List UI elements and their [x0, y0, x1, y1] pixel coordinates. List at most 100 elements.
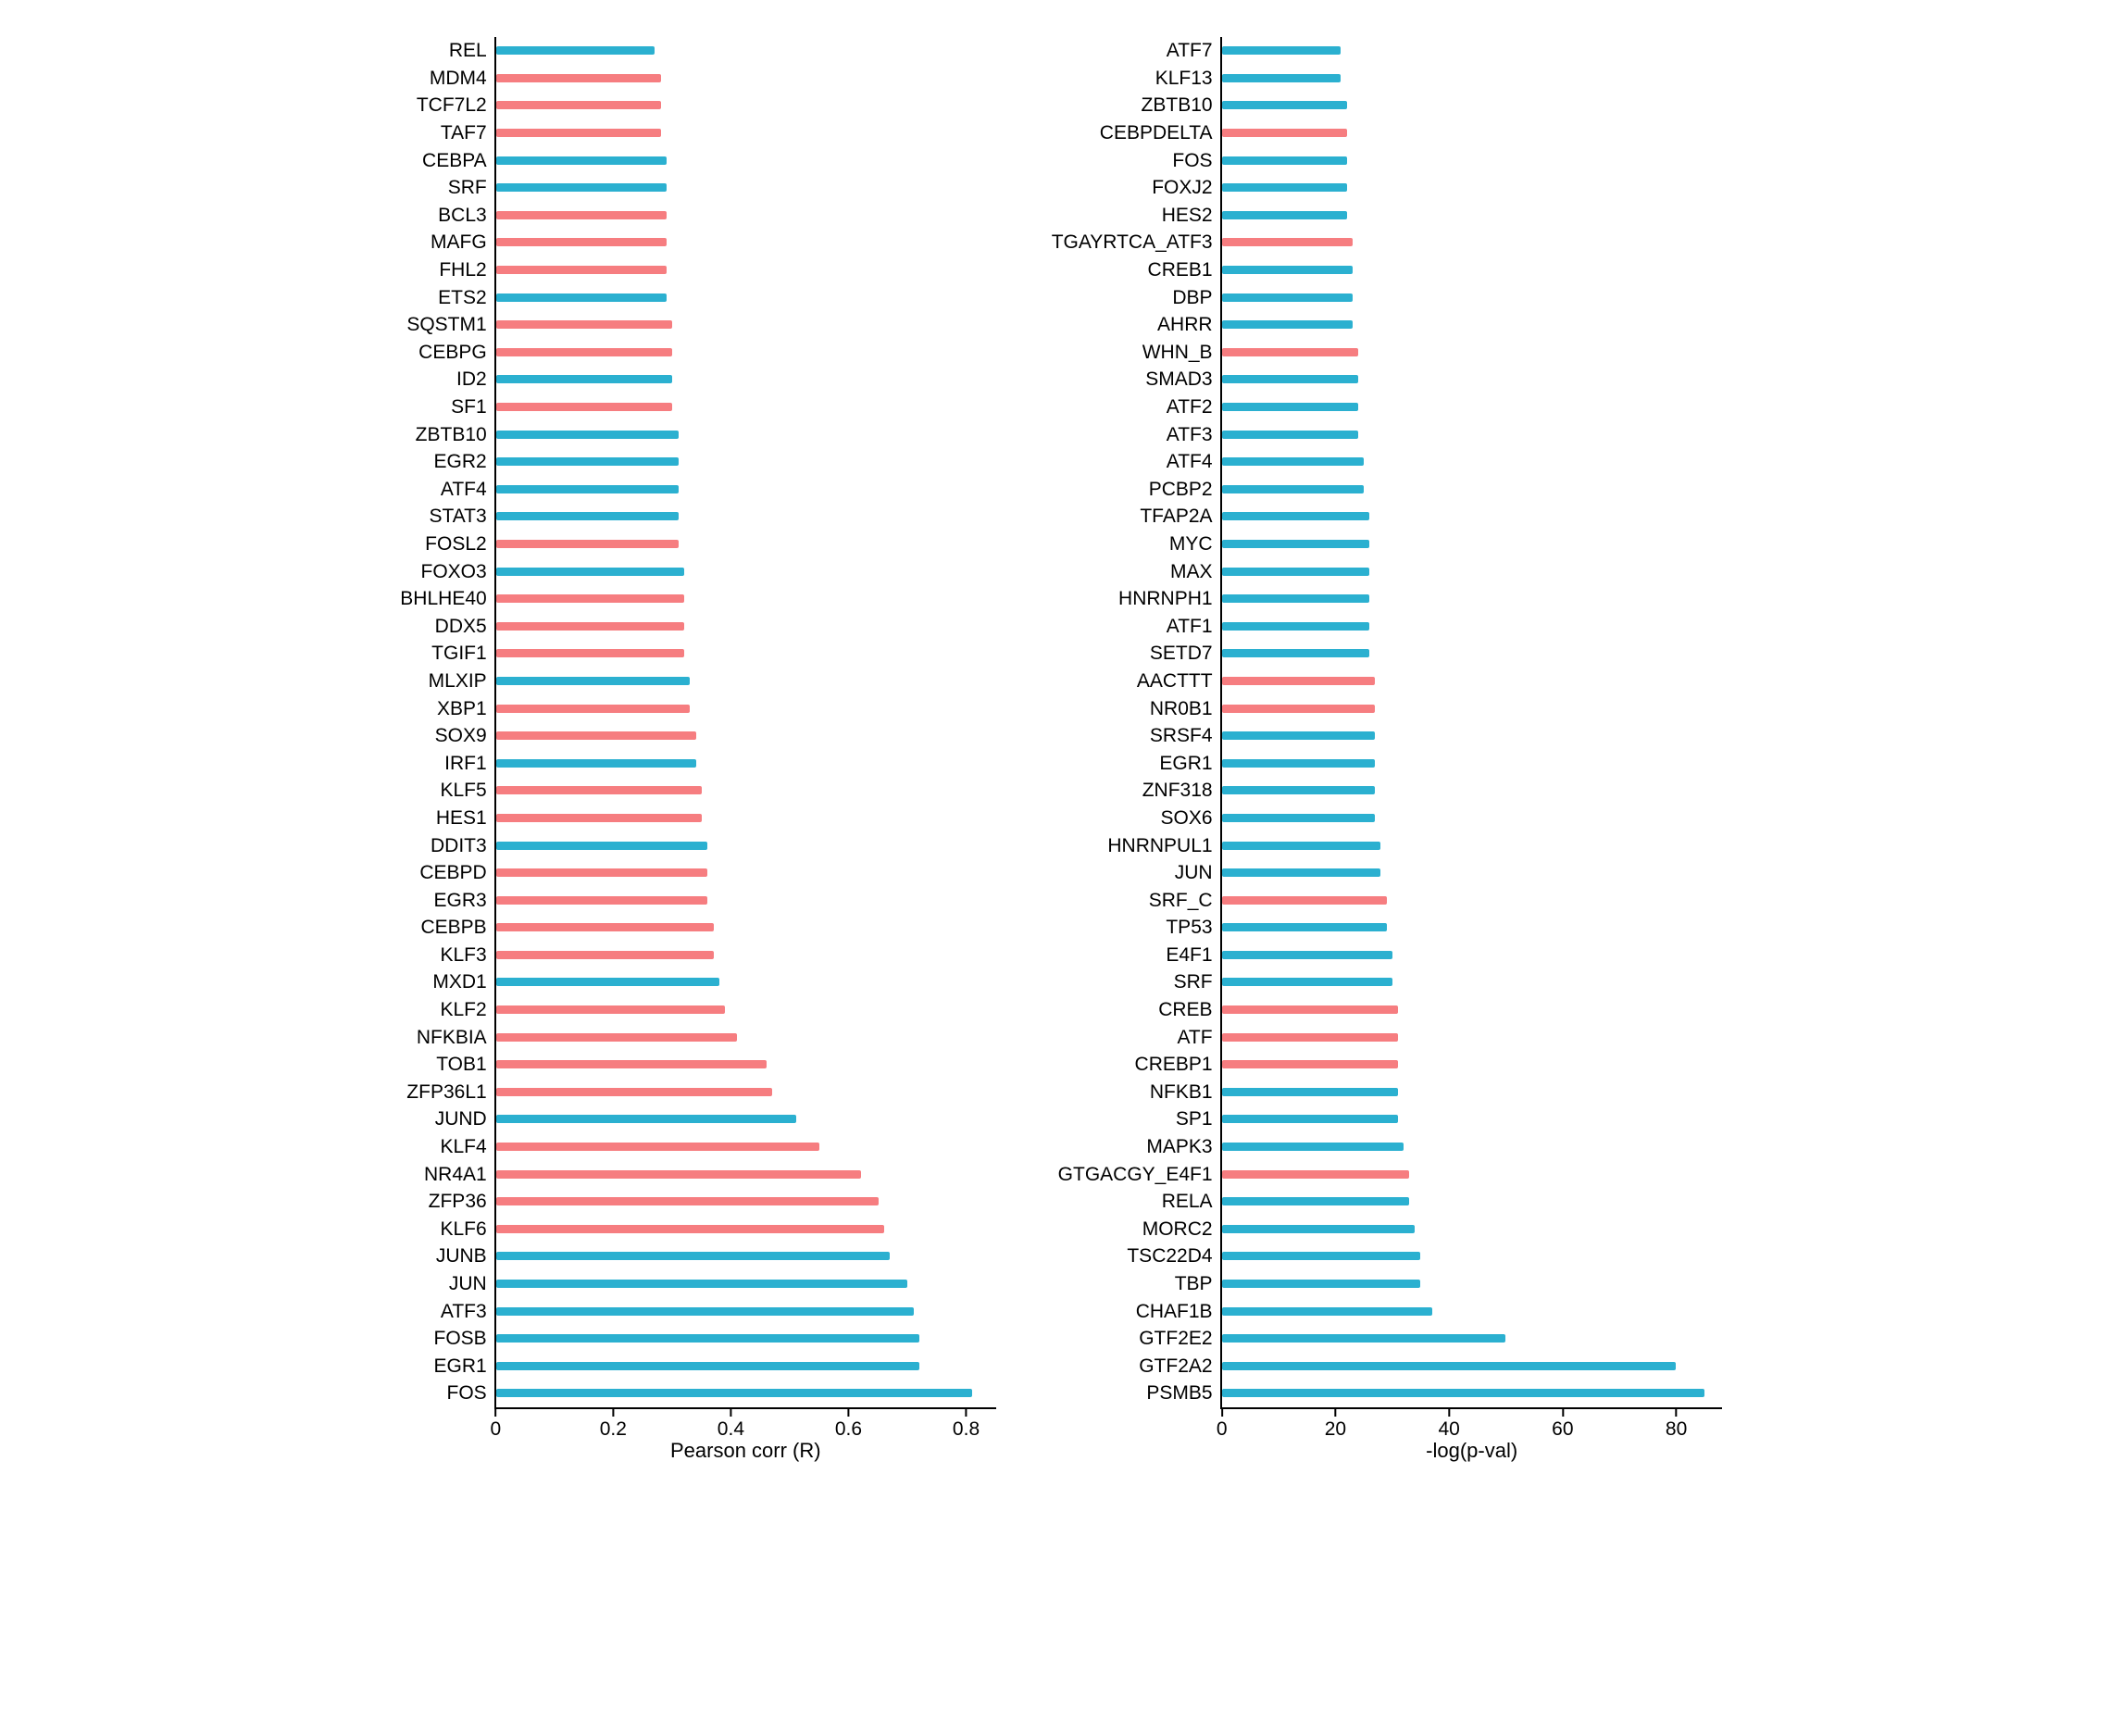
ylabel: CEBPD: [419, 863, 486, 882]
ylabel: SOX9: [435, 726, 487, 745]
ylabel: ATF: [1177, 1028, 1212, 1047]
ylabel: PSMB5: [1146, 1383, 1212, 1403]
tick-mark: [847, 1409, 849, 1417]
bar: [496, 1170, 861, 1179]
right-bars: [1222, 37, 1722, 1407]
bar: [496, 540, 679, 548]
ylabel: SRF: [1174, 972, 1213, 992]
ylabel: KLF5: [440, 781, 486, 800]
bar: [496, 1334, 919, 1343]
bar: [496, 1280, 908, 1288]
ylabel: KLF2: [440, 1000, 486, 1019]
ylabel: MORC2: [1142, 1219, 1213, 1239]
ylabel: ATF3: [1167, 425, 1213, 444]
bar: [1222, 1170, 1410, 1179]
ylabel: CEBPB: [420, 918, 486, 937]
bar: [496, 156, 667, 165]
left-bars-outer: [494, 37, 996, 1409]
ylabel: SETD7: [1150, 643, 1213, 663]
bar: [496, 1088, 773, 1096]
bar: [496, 1197, 879, 1205]
xtick: 80: [1666, 1409, 1687, 1441]
ylabel: NR4A1: [424, 1165, 487, 1184]
ylabel: TSC22D4: [1127, 1246, 1212, 1266]
bar: [1222, 485, 1364, 493]
ylabel: TOB1: [436, 1055, 486, 1074]
bar: [1222, 1143, 1404, 1151]
ylabel: WHN_B: [1142, 343, 1213, 362]
xtick-label: 60: [1552, 1418, 1573, 1441]
left-xaxis: 00.20.40.60.8 Pearson corr (R): [495, 1409, 995, 1461]
left-xticks: 00.20.40.60.8: [495, 1409, 995, 1437]
ylabel: ATF7: [1167, 41, 1213, 60]
bar: [1222, 649, 1370, 657]
ylabel: SRF: [448, 178, 487, 197]
tick-mark: [966, 1409, 967, 1417]
ylabel: ZNF318: [1142, 781, 1213, 800]
bar: [496, 512, 679, 520]
ylabel: FOXJ2: [1152, 178, 1212, 197]
ylabel: DDX5: [435, 617, 487, 636]
ylabel: IRF1: [444, 754, 487, 773]
xtick: 60: [1552, 1409, 1573, 1441]
ylabel: NFKBIA: [417, 1028, 487, 1047]
bar: [496, 594, 684, 603]
xtick: 0.2: [600, 1409, 627, 1441]
tick-mark: [1334, 1409, 1336, 1417]
ylabel: MAX: [1170, 562, 1213, 581]
ylabel: CEBPG: [418, 343, 487, 362]
bar: [496, 183, 667, 192]
right-plot-area: ATF7KLF13ZBTB10CEBPDELTAFOSFOXJ2HES2TGAY…: [1052, 37, 1722, 1409]
ylabel: ID2: [456, 369, 487, 389]
bar: [496, 1115, 796, 1123]
ylabel: TP53: [1166, 918, 1212, 937]
ylabel: MAPK3: [1146, 1137, 1212, 1156]
ylabel: HES1: [436, 808, 487, 828]
left-plot-area: RELMDM4TCF7L2TAF7CEBPASRFBCL3MAFGFHL2ETS…: [400, 37, 995, 1409]
left-panel: RELMDM4TCF7L2TAF7CEBPASRFBCL3MAFGFHL2ETS…: [400, 37, 995, 1461]
bar: [496, 129, 661, 137]
ylabel: ATF4: [441, 480, 487, 499]
ylabel: E4F1: [1166, 945, 1212, 965]
ylabel: ETS2: [438, 288, 487, 307]
bar: [1222, 129, 1347, 137]
bar: [496, 431, 679, 439]
tick-mark: [494, 1409, 496, 1417]
ylabel: FHL2: [439, 260, 486, 280]
bar: [1222, 266, 1353, 274]
bar: [1222, 457, 1364, 466]
ylabel: KLF4: [440, 1137, 486, 1156]
right-axis-wrap: 020406080 -log(p-val): [1052, 1409, 1722, 1461]
ylabel: FOS: [447, 1383, 487, 1403]
bar: [496, 731, 696, 740]
ylabel: EGR3: [434, 891, 487, 910]
figure: RELMDM4TCF7L2TAF7CEBPASRFBCL3MAFGFHL2ETS…: [0, 0, 2122, 1489]
ylabel: JUN: [449, 1274, 487, 1293]
bar: [1222, 238, 1353, 246]
bar: [496, 1225, 884, 1233]
bar: [496, 896, 708, 905]
bar: [1222, 1225, 1416, 1233]
ylabel: ATF1: [1167, 617, 1213, 636]
bar: [496, 978, 719, 986]
ylabel: KLF13: [1155, 69, 1213, 88]
ylabel: BCL3: [438, 206, 487, 225]
bar: [1222, 348, 1358, 356]
bar: [1222, 1252, 1421, 1260]
ylabel: FOSB: [434, 1329, 487, 1348]
ylabel: GTF2A2: [1139, 1356, 1212, 1376]
ylabel: MLXIP: [429, 671, 487, 691]
bar: [1222, 786, 1376, 794]
ylabel: KLF3: [440, 945, 486, 965]
bar: [496, 1033, 737, 1042]
xtick-label: 0.8: [953, 1418, 980, 1441]
bar: [496, 759, 696, 768]
xtick: 20: [1325, 1409, 1346, 1441]
bar: [1222, 842, 1381, 850]
bar: [1222, 814, 1376, 822]
bar: [496, 238, 667, 246]
ylabel: ATF2: [1167, 397, 1213, 417]
bar: [1222, 1088, 1398, 1096]
ylabel: HNRNPH1: [1118, 589, 1213, 608]
ylabel: ZFP36: [429, 1192, 487, 1211]
